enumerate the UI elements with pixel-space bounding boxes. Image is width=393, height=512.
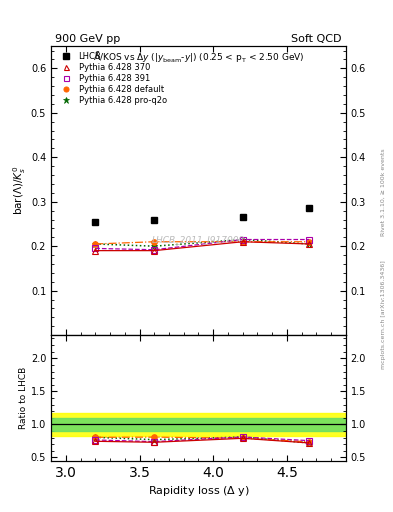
Pythia 6.428 391 [152, 247, 157, 253]
Text: LHCB_2011_I917009: LHCB_2011_I917009 [152, 235, 245, 244]
Legend: LHCB, Pythia 6.428 370, Pythia 6.428 391, Pythia 6.428 default, Pythia 6.428 pro: LHCB, Pythia 6.428 370, Pythia 6.428 391… [55, 50, 168, 107]
Line: LHCB: LHCB [92, 205, 312, 225]
Pythia 6.428 default [241, 239, 245, 245]
Pythia 6.428 391 [241, 237, 245, 243]
LHCB [241, 214, 245, 220]
Line: Pythia 6.428 391: Pythia 6.428 391 [92, 237, 312, 252]
Pythia 6.428 default [152, 239, 157, 245]
Pythia 6.428 370 [93, 248, 98, 254]
LHCB [93, 219, 98, 225]
Pythia 6.428 391 [93, 245, 98, 251]
Pythia 6.428 pro-q2o [152, 243, 157, 249]
Y-axis label: Ratio to LHCB: Ratio to LHCB [19, 367, 28, 429]
Text: mcplots.cern.ch [arXiv:1306.3436]: mcplots.cern.ch [arXiv:1306.3436] [381, 261, 386, 369]
Pythia 6.428 default [93, 241, 98, 247]
Pythia 6.428 370 [241, 239, 245, 245]
Pythia 6.428 pro-q2o [93, 241, 98, 247]
Text: 900 GeV pp: 900 GeV pp [55, 33, 120, 44]
Y-axis label: bar($\Lambda$)/$K^0_s$: bar($\Lambda$)/$K^0_s$ [11, 166, 28, 216]
Pythia 6.428 pro-q2o [307, 241, 311, 247]
Bar [51, 418, 346, 431]
Pythia 6.428 391 [307, 237, 311, 243]
Pythia 6.428 370 [152, 248, 157, 254]
Text: Rivet 3.1.10, ≥ 100k events: Rivet 3.1.10, ≥ 100k events [381, 148, 386, 236]
Pythia 6.428 pro-q2o [241, 237, 245, 243]
Text: $\bar{\Lambda}$/KOS vs $\Delta y$ ($|y_{\mathrm{beam}}$-$y|$) (0.25 < p$_\mathrm: $\bar{\Lambda}$/KOS vs $\Delta y$ ($|y_{… [93, 50, 304, 66]
Bar [51, 413, 346, 436]
Pythia 6.428 370 [307, 241, 311, 247]
LHCB [152, 217, 157, 223]
LHCB [307, 205, 311, 211]
Line: Pythia 6.428 pro-q2o: Pythia 6.428 pro-q2o [92, 236, 312, 250]
Text: Soft QCD: Soft QCD [292, 33, 342, 44]
X-axis label: Rapidity loss ($\Delta$ y): Rapidity loss ($\Delta$ y) [147, 484, 250, 498]
Line: Pythia 6.428 370: Pythia 6.428 370 [92, 239, 312, 253]
Line: Pythia 6.428 default: Pythia 6.428 default [92, 239, 312, 247]
Pythia 6.428 default [307, 239, 311, 245]
